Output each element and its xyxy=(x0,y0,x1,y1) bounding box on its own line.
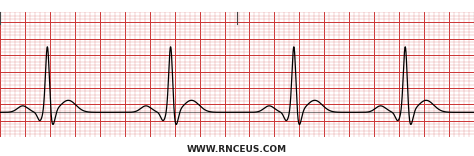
Text: WWW.RNCEUS.COM: WWW.RNCEUS.COM xyxy=(187,145,287,154)
